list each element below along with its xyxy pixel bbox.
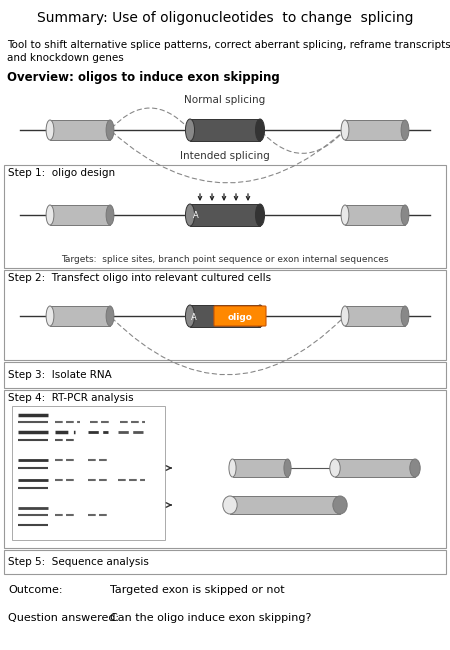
Text: Step 2:  Transfect oligo into relevant cultured cells: Step 2: Transfect oligo into relevant cu… [8, 273, 271, 283]
Ellipse shape [401, 205, 409, 225]
Bar [50, 306, 110, 326]
Ellipse shape [333, 496, 347, 514]
Text: Can the oligo induce exon skipping?: Can the oligo induce exon skipping? [110, 613, 311, 623]
Bar [233, 459, 288, 477]
Ellipse shape [256, 119, 265, 141]
Text: A: A [193, 211, 199, 220]
Ellipse shape [106, 205, 114, 225]
Text: oligo: oligo [228, 313, 252, 322]
Bar [4, 362, 446, 388]
Ellipse shape [341, 306, 349, 326]
Ellipse shape [410, 459, 420, 477]
Text: Summary: Use of oligonucleotides  to change  splicing: Summary: Use of oligonucleotides to chan… [37, 11, 413, 25]
Ellipse shape [185, 305, 194, 327]
Bar [4, 270, 446, 360]
Ellipse shape [106, 306, 114, 326]
Text: Step 5:  Sequence analysis: Step 5: Sequence analysis [8, 557, 149, 567]
Bar [230, 496, 340, 514]
Bar [190, 305, 260, 327]
Bar [4, 550, 446, 574]
Text: Step 3:  Isolate RNA: Step 3: Isolate RNA [8, 370, 112, 380]
Bar [345, 205, 405, 225]
Text: Normal splicing: Normal splicing [184, 95, 266, 105]
Text: Step 1:  oligo design: Step 1: oligo design [8, 168, 115, 178]
Ellipse shape [284, 459, 291, 477]
Text: Outcome:: Outcome: [8, 585, 63, 595]
Text: Question answered:: Question answered: [8, 613, 119, 623]
Bar [335, 459, 415, 477]
Ellipse shape [341, 120, 349, 140]
Bar [50, 205, 110, 225]
Bar [50, 120, 110, 140]
Ellipse shape [401, 306, 409, 326]
Text: Overview: oligos to induce exon skipping: Overview: oligos to induce exon skipping [7, 72, 280, 84]
Ellipse shape [185, 119, 194, 141]
Ellipse shape [46, 120, 54, 140]
Ellipse shape [229, 459, 236, 477]
Ellipse shape [401, 120, 409, 140]
Text: Targets:  splice sites, branch point sequence or exon internal sequences: Targets: splice sites, branch point sequ… [61, 255, 389, 265]
Ellipse shape [256, 305, 265, 327]
Bar [190, 204, 260, 226]
Ellipse shape [185, 204, 194, 226]
Text: A: A [191, 313, 197, 322]
Bar [4, 390, 446, 548]
Bar [345, 120, 405, 140]
FancyBboxPatch shape [214, 306, 266, 326]
Ellipse shape [223, 496, 237, 514]
Text: Targeted exon is skipped or not: Targeted exon is skipped or not [110, 585, 284, 595]
Ellipse shape [46, 205, 54, 225]
Ellipse shape [330, 459, 340, 477]
Bar [345, 306, 405, 326]
Bar [12, 406, 165, 540]
Ellipse shape [341, 205, 349, 225]
Ellipse shape [46, 306, 54, 326]
Text: Step 4:  RT-PCR analysis: Step 4: RT-PCR analysis [8, 393, 134, 403]
Text: Tool to shift alternative splice patterns, correct aberrant splicing, reframe tr: Tool to shift alternative splice pattern… [7, 40, 450, 63]
Bar [190, 119, 260, 141]
Bar [4, 165, 446, 268]
Ellipse shape [106, 120, 114, 140]
Text: Intended splicing: Intended splicing [180, 151, 270, 161]
Ellipse shape [256, 204, 265, 226]
